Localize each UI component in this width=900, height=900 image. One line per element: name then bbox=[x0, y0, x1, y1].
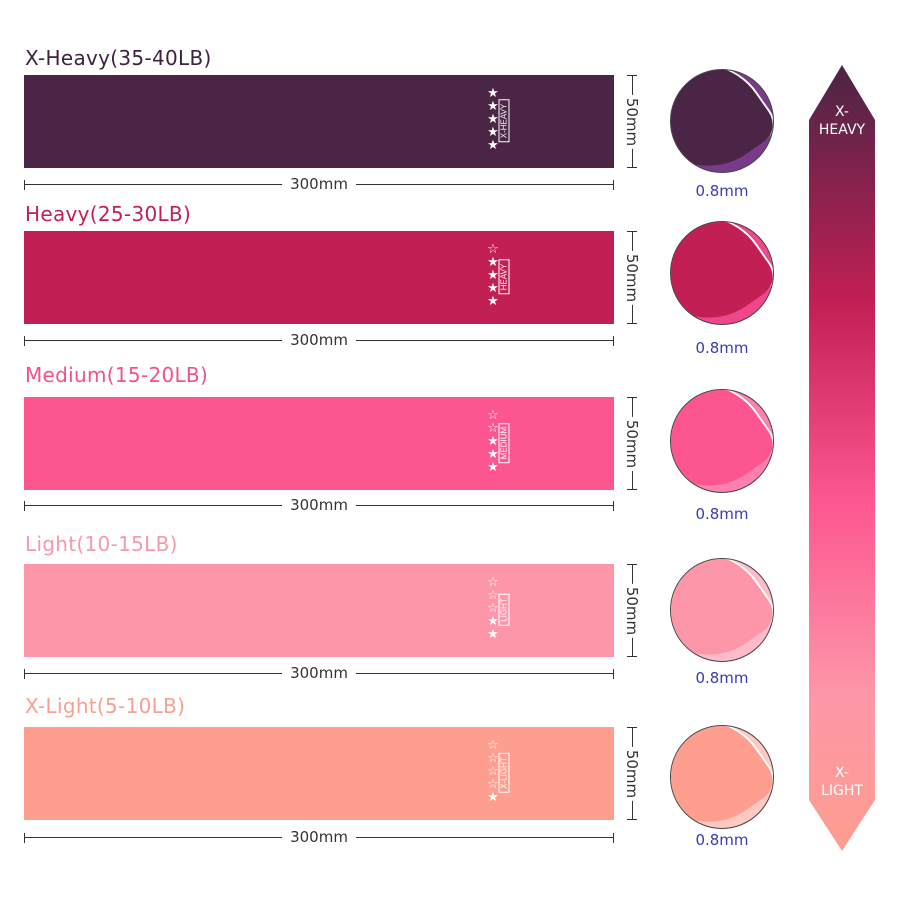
width-dimension: 300mm bbox=[24, 828, 614, 846]
band-swatch: ☆ ☆ ★ ★ ★ MEDIUM bbox=[24, 397, 614, 490]
star-filled-icon: ★ bbox=[487, 125, 499, 140]
thickness-closeup bbox=[670, 725, 774, 829]
height-label: 50mm bbox=[623, 583, 641, 638]
star-outline-icon: ☆ bbox=[487, 601, 499, 616]
band-tag: LIGHT bbox=[498, 594, 510, 626]
star-filled-icon: ★ bbox=[487, 614, 499, 629]
thickness-label: 0.8mm bbox=[695, 182, 749, 200]
height-label: 50mm bbox=[623, 416, 641, 471]
band-title: Light(10-15LB) bbox=[25, 532, 178, 556]
star-filled-icon: ★ bbox=[487, 112, 499, 127]
star-filled-icon: ★ bbox=[487, 99, 499, 114]
band-swatch: ☆ ☆ ☆ ★ ★ LIGHT bbox=[24, 564, 614, 657]
height-dimension: 50mm bbox=[622, 75, 642, 168]
band-tag: HEAVY bbox=[498, 259, 510, 295]
star-filled-icon: ★ bbox=[487, 434, 499, 449]
star-outline-icon: ☆ bbox=[487, 777, 499, 792]
star-filled-icon: ★ bbox=[487, 627, 499, 642]
star-outline-icon: ☆ bbox=[487, 408, 499, 423]
band-swatch: ☆ ☆ ☆ ☆ ★ X-LIGHT bbox=[24, 727, 614, 820]
star-filled-icon: ★ bbox=[487, 790, 499, 805]
height-dimension: 50mm bbox=[622, 397, 642, 490]
star-outline-icon: ☆ bbox=[487, 575, 499, 590]
thickness-label: 0.8mm bbox=[695, 831, 749, 849]
resistance-scale-arrow bbox=[809, 65, 875, 851]
star-filled-icon: ★ bbox=[487, 294, 499, 309]
star-filled-icon: ★ bbox=[487, 138, 499, 153]
band-title: X-Heavy(35-40LB) bbox=[25, 46, 212, 70]
band-title: Heavy(25-30LB) bbox=[25, 202, 192, 226]
width-label: 300mm bbox=[282, 496, 356, 514]
star-outline-icon: ☆ bbox=[487, 588, 499, 603]
star-filled-icon: ★ bbox=[487, 255, 499, 270]
star-rating: ☆ ★ ★ ★ ★ bbox=[486, 243, 500, 308]
star-outline-icon: ☆ bbox=[487, 242, 499, 257]
width-label: 300mm bbox=[282, 664, 356, 682]
thickness-label: 0.8mm bbox=[695, 505, 749, 523]
scale-bottom-label: X- LIGHT bbox=[821, 765, 863, 799]
width-dimension: 300mm bbox=[24, 496, 614, 514]
width-dimension: 300mm bbox=[24, 175, 614, 193]
height-dimension: 50mm bbox=[622, 727, 642, 820]
band-tag: MEDIUM bbox=[498, 422, 510, 464]
band-swatch: ★ ★ ★ ★ ★ X-HEAVY bbox=[24, 75, 614, 168]
star-rating: ☆ ☆ ☆ ★ ★ bbox=[486, 576, 500, 641]
scale-top-label: X- HEAVY bbox=[818, 104, 866, 138]
star-outline-icon: ☆ bbox=[487, 764, 499, 779]
star-outline-icon: ☆ bbox=[487, 751, 499, 766]
star-filled-icon: ★ bbox=[487, 281, 499, 296]
star-rating: ☆ ☆ ☆ ☆ ★ bbox=[486, 739, 500, 804]
height-dimension: 50mm bbox=[622, 564, 642, 657]
star-outline-icon: ☆ bbox=[487, 421, 499, 436]
thickness-label: 0.8mm bbox=[695, 339, 749, 357]
star-rating: ☆ ☆ ★ ★ ★ bbox=[486, 409, 500, 474]
thickness-closeup bbox=[670, 558, 774, 662]
star-filled-icon: ★ bbox=[487, 447, 499, 462]
width-label: 300mm bbox=[282, 331, 356, 349]
width-dimension: 300mm bbox=[24, 331, 614, 349]
thickness-closeup bbox=[670, 69, 774, 173]
band-swatch: ☆ ★ ★ ★ ★ HEAVY bbox=[24, 231, 614, 324]
star-rating: ★ ★ ★ ★ ★ bbox=[486, 87, 500, 152]
height-dimension: 50mm bbox=[622, 231, 642, 324]
width-label: 300mm bbox=[282, 175, 356, 193]
height-label: 50mm bbox=[623, 746, 641, 801]
band-title: Medium(15-20LB) bbox=[25, 363, 209, 387]
thickness-closeup bbox=[670, 221, 774, 325]
star-filled-icon: ★ bbox=[487, 268, 499, 283]
thickness-closeup bbox=[670, 389, 774, 493]
thickness-label: 0.8mm bbox=[695, 669, 749, 687]
width-dimension: 300mm bbox=[24, 664, 614, 682]
height-label: 50mm bbox=[623, 250, 641, 305]
band-title: X-Light(5-10LB) bbox=[25, 694, 186, 718]
band-tag: X-HEAVY bbox=[498, 99, 510, 143]
height-label: 50mm bbox=[623, 94, 641, 149]
star-filled-icon: ★ bbox=[487, 460, 499, 475]
width-label: 300mm bbox=[282, 828, 356, 846]
star-outline-icon: ☆ bbox=[487, 738, 499, 753]
star-filled-icon: ★ bbox=[487, 86, 499, 101]
band-tag: X-LIGHT bbox=[498, 753, 510, 793]
